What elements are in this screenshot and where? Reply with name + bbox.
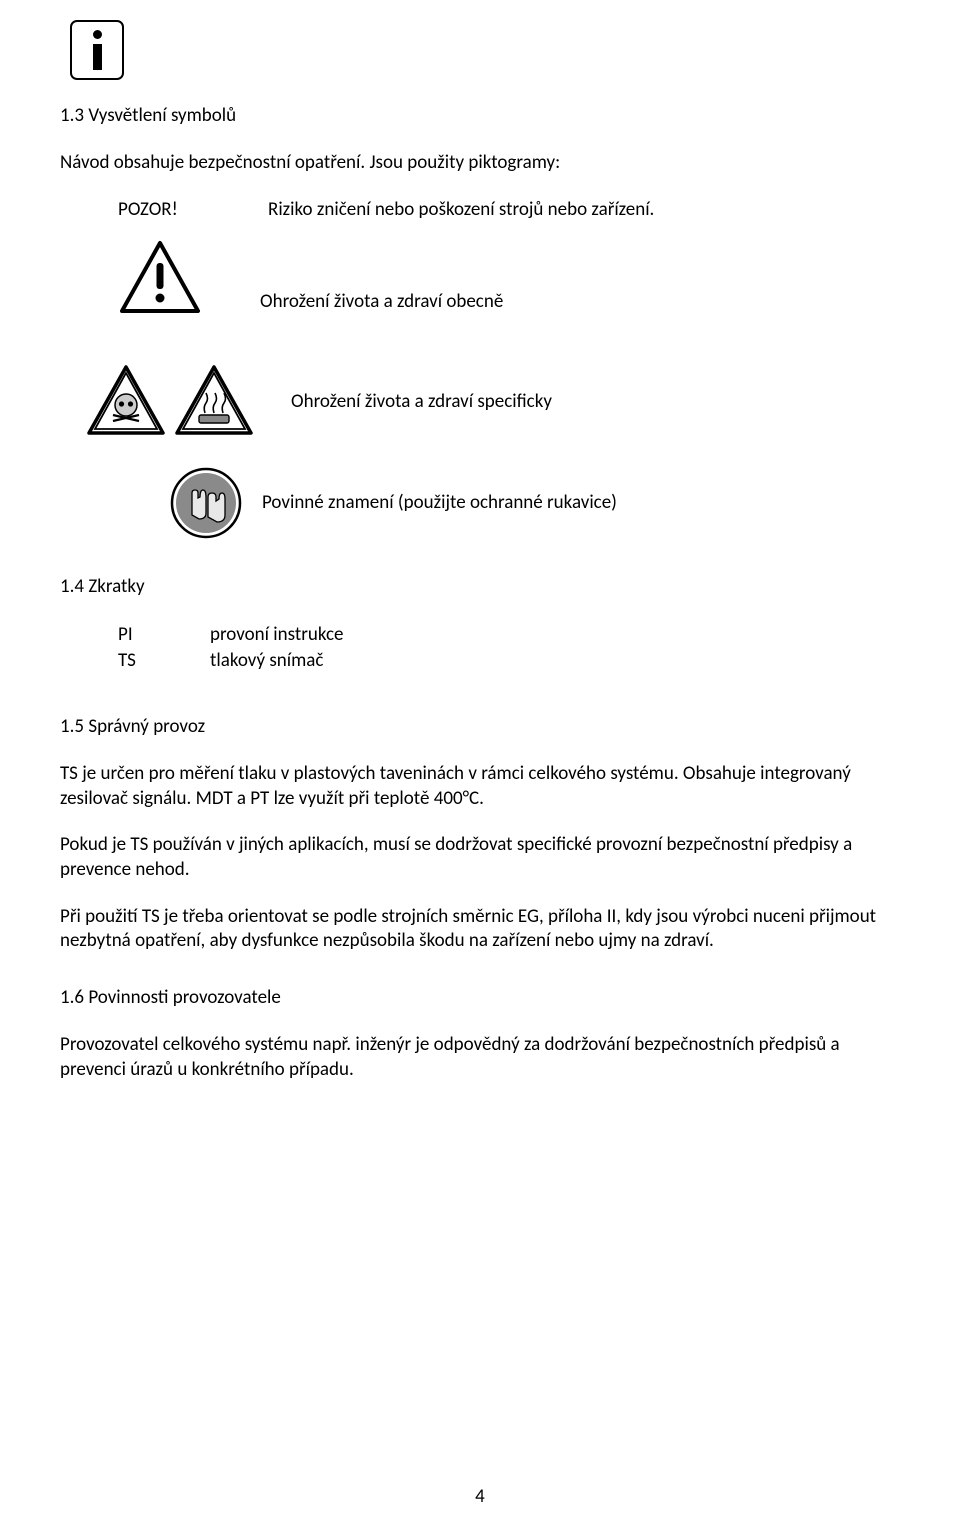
heading-1-4: 1.4 Zkratky <box>60 575 900 598</box>
heading-1-3: 1.3 Vysvětlení symbolů <box>60 104 900 127</box>
mandatory-sign-text: Povinné znamení (použijte ochranné rukav… <box>262 491 617 514</box>
info-icon <box>70 20 124 80</box>
abbrev-val: tlakový snímač <box>210 648 323 675</box>
abbrev-key: TS <box>118 648 210 675</box>
pozor-label: POZOR! <box>118 198 268 221</box>
heading-1-6: 1.6 Povinnosti provozovatele <box>60 986 900 1009</box>
pozor-text: Riziko zničení nebo poškození strojů neb… <box>268 198 900 221</box>
burn-warning-icon <box>173 363 255 437</box>
abbrev-row: TS tlakový snímač <box>118 648 900 675</box>
page-number: 4 <box>0 1485 960 1508</box>
heading-1-5: 1.5 Správný provoz <box>60 715 900 738</box>
p-1-5-3: Při použití TS je třeba orientovat se po… <box>60 905 900 954</box>
p-1-6-1: Provozovatel celkového systému např. inž… <box>60 1033 900 1082</box>
p-1-5-1: TS je určen pro měření tlaku v plastovýc… <box>60 762 900 811</box>
warning-triangle-icon <box>118 239 202 315</box>
intro-text: Návod obsahuje bezpečnostní opatření. Js… <box>60 151 900 176</box>
abbrev-val: provoní instrukce <box>210 622 344 649</box>
general-hazard-text: Ohrožení života a zdraví obecně <box>260 290 900 313</box>
gloves-mandatory-icon <box>170 467 242 539</box>
specific-hazard-text: Ohrožení života a zdraví specificky <box>291 390 552 413</box>
skull-warning-icon <box>85 363 167 437</box>
p-1-5-2: Pokud je TS používán v jiných aplikacích… <box>60 833 900 882</box>
abbrev-table: PI provoní instrukce TS tlakový snímač <box>118 622 900 675</box>
abbrev-row: PI provoní instrukce <box>118 622 900 649</box>
abbrev-key: PI <box>118 622 210 649</box>
